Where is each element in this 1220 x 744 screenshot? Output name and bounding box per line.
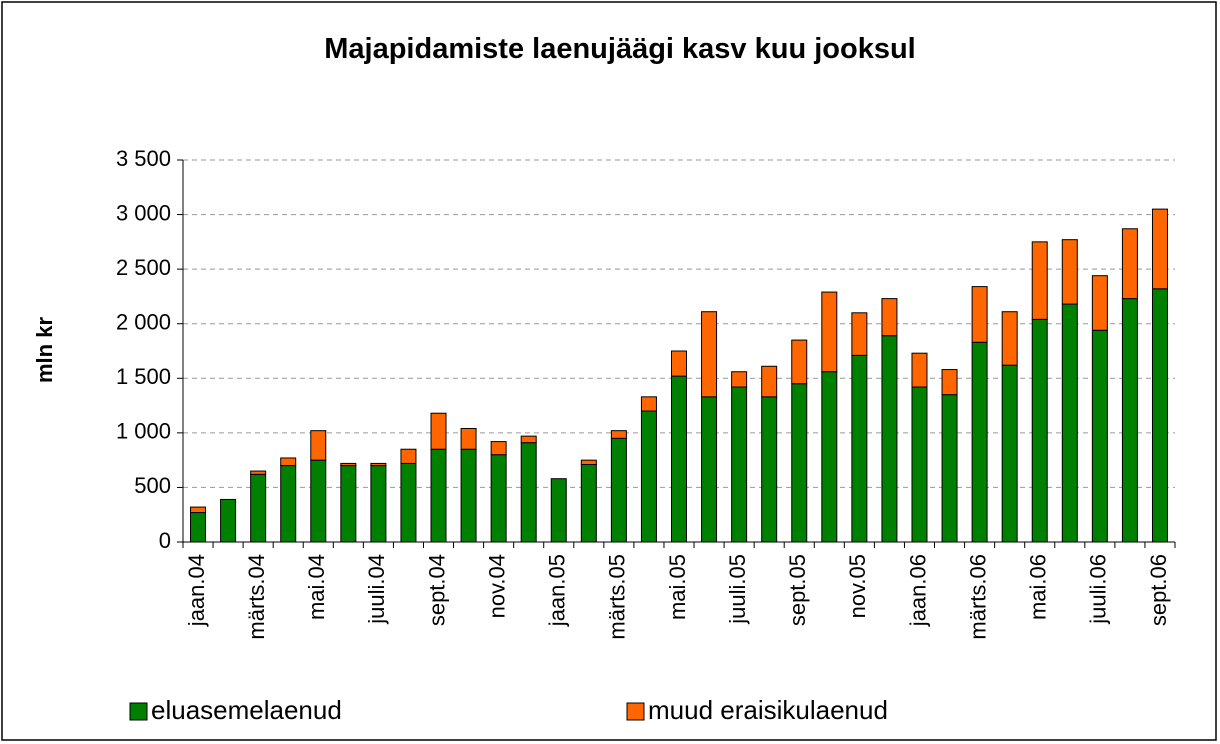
bar-segment	[1121, 228, 1138, 300]
bar-segment	[250, 473, 267, 543]
bar-segment	[881, 335, 898, 543]
bar-segment	[640, 396, 657, 412]
x-tick-label: mai.05	[665, 554, 690, 620]
bar-segment	[731, 371, 748, 388]
bar-segment	[460, 448, 477, 543]
bar-segment	[580, 459, 597, 466]
bar-segment	[220, 498, 237, 543]
x-tick-label: sept.05	[785, 554, 810, 626]
y-axis-label: mln kr	[32, 317, 57, 383]
x-tick-label: mai.06	[1026, 554, 1051, 620]
bar-segment	[671, 350, 687, 377]
bar-segment	[1091, 329, 1108, 543]
bar-segment	[881, 298, 898, 337]
bar-segment	[610, 430, 627, 439]
bar-segment	[400, 448, 417, 464]
x-tick-label: märts.04	[244, 554, 269, 640]
bar-segment	[340, 465, 357, 543]
bar-segment	[430, 448, 447, 543]
bar-segment	[520, 435, 537, 444]
bar-segment	[851, 312, 868, 356]
bar-segment	[791, 339, 808, 385]
bar-segment	[1121, 298, 1138, 543]
x-tick-label: jaan.06	[905, 554, 930, 627]
bar-segment	[490, 454, 507, 543]
y-tick-label: 3 000	[116, 200, 171, 225]
x-tick-label: juuli.05	[725, 554, 750, 625]
y-tick-label: 1 500	[116, 364, 171, 389]
bar-segment	[1031, 318, 1048, 543]
bar-segment	[280, 465, 297, 543]
y-tick-label: 500	[134, 473, 171, 498]
bar-segment	[310, 459, 327, 543]
bar-segment	[550, 478, 567, 543]
bar-segment	[610, 437, 627, 543]
bar-segment	[1151, 208, 1168, 290]
bar-segment	[761, 365, 778, 398]
x-tick-label: juuli.06	[1086, 554, 1111, 625]
bar-segment	[280, 457, 297, 467]
x-tick-label: jaan.04	[184, 554, 209, 627]
bar-segment	[1001, 311, 1018, 366]
bar-segment	[460, 427, 477, 450]
bar-segment	[1061, 303, 1078, 543]
x-tick-label: sept.04	[424, 554, 449, 626]
bar-segment	[971, 341, 988, 543]
bar-segment	[701, 396, 718, 543]
x-tick-label: märts.06	[965, 554, 990, 640]
y-tick-label: 2 500	[116, 255, 171, 280]
bar-segment	[490, 441, 507, 456]
x-tick-label: märts.05	[605, 554, 630, 640]
bar-segment	[701, 311, 718, 398]
bar-segment	[190, 512, 207, 543]
bar-segment	[340, 462, 357, 467]
bar-segment	[1151, 288, 1168, 543]
bar-segment	[1001, 364, 1018, 543]
bar-segment	[851, 354, 868, 543]
y-tick-label: 1 000	[116, 419, 171, 444]
legend-swatch	[129, 702, 148, 721]
x-tick-label: mai.04	[304, 554, 329, 620]
chart-title: Majapidamiste laenujäägi kasv kuu jooksu…	[324, 33, 915, 65]
bar-segment	[310, 430, 327, 461]
bar-segment	[941, 394, 958, 543]
bar-segment	[671, 375, 687, 543]
bar-segment	[400, 462, 417, 543]
bar-segment	[190, 506, 207, 514]
bar-segment	[370, 462, 387, 467]
y-tick-label: 3 500	[116, 146, 171, 171]
x-tick-label: nov.04	[484, 554, 509, 618]
x-tick-label: sept.06	[1146, 554, 1171, 626]
x-tick-label: juuli.04	[364, 554, 389, 625]
bar-segment	[761, 396, 778, 543]
bar-segment	[1031, 241, 1048, 320]
bar-segment	[520, 442, 537, 543]
bar-segment	[971, 286, 988, 343]
bar-segment	[791, 383, 808, 543]
bar-segment	[821, 371, 838, 543]
bar-segment	[911, 386, 928, 543]
bar-segment	[430, 412, 447, 450]
legend-label: eluasemelaenud	[151, 695, 342, 725]
bar-segment	[911, 352, 928, 388]
bar-segment	[821, 291, 838, 373]
bar-segment	[370, 465, 387, 543]
y-tick-label: 2 000	[116, 310, 171, 335]
bar-segment	[1061, 239, 1078, 305]
bar-segment	[250, 470, 267, 475]
y-tick-label: 0	[159, 528, 171, 553]
legend-swatch	[626, 702, 645, 721]
bar-segment	[640, 410, 657, 543]
legend-label: muud eraisikulaenud	[648, 695, 888, 725]
bar-segment	[580, 464, 597, 543]
bar-segment	[1091, 275, 1108, 331]
bar-segment	[941, 369, 958, 396]
x-tick-label: jaan.05	[545, 554, 570, 627]
bar-segment	[731, 386, 748, 543]
x-tick-label: nov.05	[845, 554, 870, 618]
